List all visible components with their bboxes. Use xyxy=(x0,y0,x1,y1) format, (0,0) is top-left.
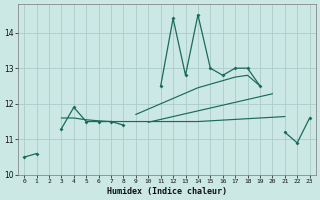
X-axis label: Humidex (Indice chaleur): Humidex (Indice chaleur) xyxy=(107,187,227,196)
